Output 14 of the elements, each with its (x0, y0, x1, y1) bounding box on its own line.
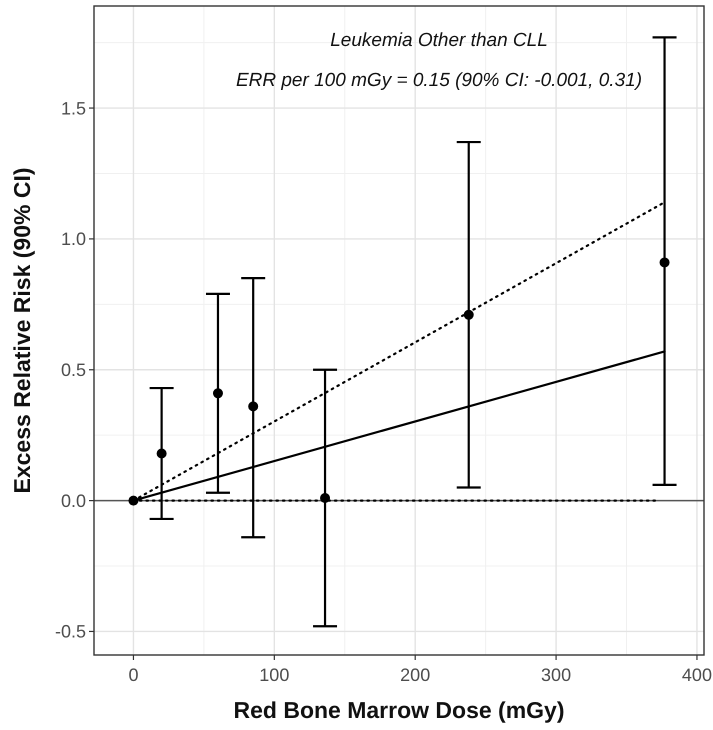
text: Leukemia Other than CLL (330, 30, 548, 51)
x-tick-label: 100 (259, 665, 290, 685)
x-tick-label: 400 (682, 665, 712, 685)
y-tick-label: 0.5 (60, 360, 86, 380)
y-tick-label: 1.0 (60, 229, 86, 250)
x-tick-label: 0 (128, 665, 138, 685)
y-axis-title: Excess Relative Risk (90% CI) (9, 167, 35, 494)
x-tick-label: 300 (541, 665, 572, 685)
x-axis-title: Red Bone Marrow Dose (mGy) (234, 697, 564, 723)
y-tick-label: 0.0 (60, 490, 86, 511)
text: ERR per 100 mGy = 0.15 (90% CI: -0.001, 0.31) (236, 70, 642, 91)
y-tick-label: -0.5 (54, 622, 86, 642)
x-tick-label: 200 (400, 665, 430, 685)
y-tick-label: 1.5 (60, 98, 86, 118)
